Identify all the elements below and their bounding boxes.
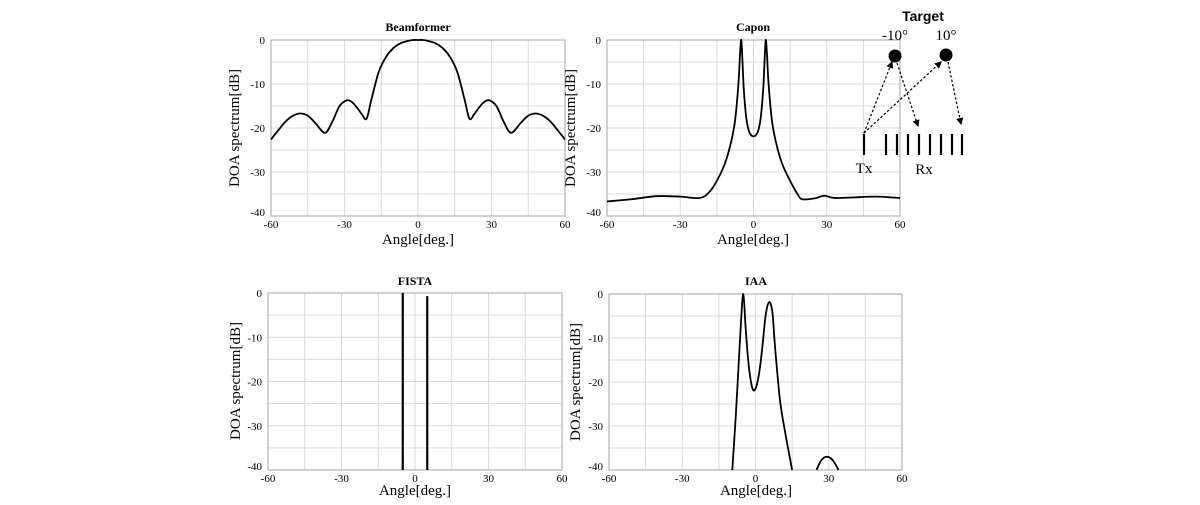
chart-title: Capon: [736, 20, 770, 34]
y-tick-label: 0: [598, 289, 604, 301]
target-left-label: -10°: [882, 28, 908, 44]
x-axis-label: Angle[deg.]: [720, 483, 792, 499]
x-tick-label: 60: [897, 473, 909, 485]
y-tick-label: 0: [257, 288, 263, 300]
signal-paths: [863, 60, 964, 134]
array-diagram: Target -10° 10° Tx Rx: [856, 8, 964, 178]
panel-iaa: IAA -60 -30 0 30 60 0 -10 -20 -30 -40 Angle[deg.]…: [568, 274, 908, 499]
x-tick-label: 30: [821, 219, 833, 231]
x-tick-label: 30: [486, 219, 498, 231]
plot-frame: [606, 39, 901, 217]
x-tick-label: 60: [560, 219, 572, 231]
plot-frame: [267, 292, 563, 471]
y-tick-label: 0: [260, 35, 266, 47]
x-tick-label: -60: [264, 219, 279, 231]
data-series-line: [815, 455, 840, 471]
y-axis-label: DOA spectrum[dB]: [227, 69, 243, 187]
plot-frame: [608, 293, 903, 471]
x-tick-label: -30: [675, 473, 690, 485]
chart-title: IAA: [745, 274, 767, 288]
x-tick-label: -60: [261, 473, 276, 485]
y-tick-label: -20: [250, 123, 265, 135]
diagram-title: Target: [902, 8, 944, 24]
y-tick-label: -10: [247, 332, 262, 344]
y-tick-label: -10: [588, 333, 603, 345]
rx-label: Rx: [915, 162, 933, 178]
x-tick-label: 0: [415, 219, 421, 231]
chart-title: Beamformer: [385, 20, 451, 34]
chart-title: FISTA: [398, 274, 433, 288]
x-tick-label: 30: [823, 473, 835, 485]
y-tick-label: -10: [586, 79, 601, 91]
x-axis-label: Angle[deg.]: [382, 232, 454, 248]
y-tick-label: -30: [250, 167, 265, 179]
plot-area: -60 -30 0 30 60 0 -10 -20 -30 -40: [250, 35, 571, 231]
rx-array: [884, 134, 964, 155]
x-tick-label: -30: [337, 219, 352, 231]
x-tick-label: 60: [895, 219, 907, 231]
y-tick-label: -40: [247, 461, 262, 473]
y-tick-label: -20: [247, 377, 262, 389]
y-tick-label: -30: [586, 167, 601, 179]
x-axis-label: Angle[deg.]: [717, 232, 789, 248]
x-tick-label: -30: [334, 473, 349, 485]
x-tick-label: 0: [753, 473, 759, 485]
data-series-line: [606, 38, 901, 203]
panel-capon: Capon -60 -30 0 30 60 0 -10 -20 -30 -40 Angle[deg…: [563, 20, 906, 248]
y-tick-label: -40: [588, 461, 603, 473]
panel-beamformer: Beamformer -60 -30 0 30 60 0 -10 -20 -30 -40 Angl…: [227, 20, 571, 248]
plot-area: -60 -30 0 30 60 0 -10 -20 -30 -40: [586, 35, 906, 231]
x-tick-label: -60: [600, 219, 615, 231]
y-axis-label: DOA spectrum[dB]: [568, 323, 584, 441]
target-left-icon: [888, 49, 902, 63]
y-tick-label: -20: [586, 123, 601, 135]
plot-area: -60 -30 0 30 60 0 -10 -20 -30 -40: [247, 288, 568, 485]
x-tick-label: -30: [673, 219, 688, 231]
y-tick-label: 0: [596, 35, 602, 47]
x-tick-label: 60: [557, 473, 569, 485]
plot-area: -60 -30 0 30 60 0 -10 -20 -30 -40: [588, 289, 908, 485]
y-tick-label: -30: [588, 421, 603, 433]
y-tick-label: -30: [247, 421, 262, 433]
data-series-line: [270, 39, 566, 141]
x-axis-label: Angle[deg.]: [379, 483, 451, 499]
panel-fista: FISTA -60 -30 0 30 60 0 -10 -20 -30 -40 Angle[deg…: [228, 274, 568, 499]
y-axis-label: DOA spectrum[dB]: [228, 322, 244, 440]
y-tick-label: -10: [250, 79, 265, 91]
y-tick-label: -20: [588, 377, 603, 389]
target-right-icon: [939, 48, 953, 62]
data-series-line: [731, 293, 794, 471]
x-tick-label: 0: [412, 473, 418, 485]
y-tick-label: -40: [250, 207, 265, 219]
y-axis-label: DOA spectrum[dB]: [563, 69, 579, 187]
x-tick-label: 0: [751, 219, 757, 231]
tx-label: Tx: [856, 161, 873, 177]
target-right-label: 10°: [936, 28, 957, 44]
x-tick-label: -60: [602, 473, 617, 485]
y-tick-label: -40: [586, 207, 601, 219]
x-tick-label: 30: [483, 473, 495, 485]
